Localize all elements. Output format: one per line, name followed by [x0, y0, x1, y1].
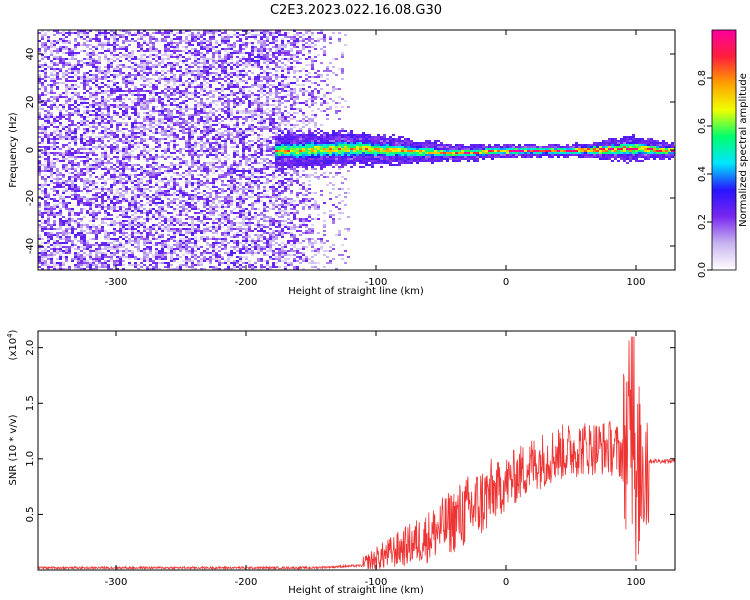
snr-x-tick-label: -200 [235, 577, 258, 588]
spectrogram-x-tick-label: -300 [105, 277, 128, 288]
spectrogram-y-label: Frequency (Hz) [8, 112, 19, 188]
snr-y-scale-prefix: (x10 [8, 338, 19, 361]
snr-y-axis: 0.5 1.0 1.5 2.0 [25, 340, 675, 522]
colorbar-bar [711, 29, 737, 271]
snr-x-tick-label: 0 [503, 577, 509, 588]
snr-x-tick-label: 100 [626, 577, 645, 588]
snr-x-tick-label: -300 [105, 577, 128, 588]
spectrogram-y-tick-label: -40 [25, 238, 36, 254]
heatmap-cells [38, 30, 675, 270]
spectrogram-x-axis: -300 -200 -100 0 100 [105, 30, 646, 288]
colorbar-tick-label: 0.8 [697, 70, 708, 86]
snr-y-scale-suffix: ) [8, 329, 19, 333]
spectrogram-x-tick-label: -200 [235, 277, 258, 288]
spectrogram-x-tick-label: -100 [365, 277, 388, 288]
colorbar-tick-label: 0.2 [697, 214, 708, 230]
snr-y-tick-label: 1.5 [25, 395, 36, 411]
spectrogram-y-tick-label: 20 [25, 96, 36, 109]
colorbar-tick-label: 0.0 [697, 262, 708, 278]
colorbar: 0.0 0.2 0.4 0.6 0.8 Normalized spectral ampl… [697, 29, 749, 278]
spectrogram-x-tick-label: 100 [626, 277, 645, 288]
spectrogram-y-tick-label: 40 [25, 48, 36, 61]
snr-y-tick-label: 0.5 [25, 506, 36, 522]
snr-x-axis: -300 -200 -100 0 100 [105, 331, 646, 588]
snr-x-label: Height of straight line (km) [288, 585, 424, 596]
colorbar-tick-label: 0.6 [697, 118, 708, 134]
spectrogram-x-label: Height of straight line (km) [288, 286, 424, 297]
figure-title: C2E3.2023.022.16.08.G30 [270, 3, 442, 18]
spectrogram-y-axis: -40 -20 0 20 40 [25, 48, 675, 254]
spectrogram-y-tick-label: -20 [25, 190, 36, 206]
colorbar-ticks: 0.0 0.2 0.4 0.6 0.8 [697, 70, 712, 278]
snr-y-tick-label: 2.0 [25, 340, 36, 356]
snr-y-tick-label: 1.0 [25, 451, 36, 467]
spectrogram-y-tick-label: 0 [25, 147, 36, 153]
colorbar-label: Normalized spectral amplitude [738, 73, 749, 227]
snr-y-scale-exponent: 4 [6, 333, 14, 338]
snr-y-scale: (x104) [6, 329, 19, 360]
snr-panel: -300 -200 -100 0 100 0.5 1.0 1.5 2.0 Height of … [6, 329, 676, 596]
snr-x-tick-label: -100 [365, 577, 388, 588]
colorbar-tick-label: 0.4 [697, 166, 708, 182]
snr-frame [37, 330, 676, 571]
spectrogram-x-tick-label: 0 [503, 277, 509, 288]
snr-series-line [38, 336, 675, 570]
snr-y-label: SNR (10 * v/v) [8, 414, 19, 485]
